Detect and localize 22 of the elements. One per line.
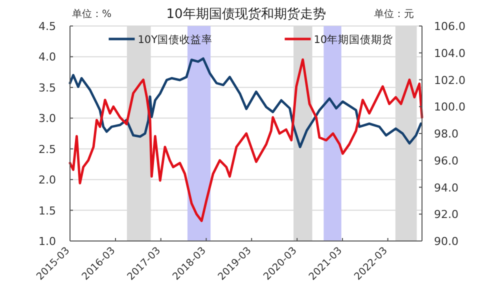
y2-tick-label: 96.0	[434, 154, 458, 168]
y-tick-label: 4.0	[38, 50, 56, 64]
y2-tick-label: 106.0	[434, 20, 466, 33]
y2-tick-label: 104.0	[434, 46, 466, 60]
y-tick-label: 3.0	[38, 112, 56, 126]
y-tick-label: 4.5	[38, 20, 56, 33]
y-tick-label: 2.0	[38, 174, 56, 187]
y-tick-label: 3.5	[38, 81, 56, 94]
legend-label: 10年期国债期货	[314, 34, 394, 46]
y2-tick-label: 98.0	[434, 128, 458, 140]
y2-tick-label: 90.0	[434, 235, 458, 248]
chart-title: 10年期国债现货和期货走势	[166, 7, 326, 22]
y2-tick-label: 94.0	[434, 181, 458, 194]
y-tick-label: 1.5	[38, 204, 56, 218]
y-tick-label: 2.5	[38, 142, 56, 156]
y2-tick-label: 92.0	[434, 208, 458, 222]
y2-tick-label: 100.0	[434, 100, 466, 114]
y-tick-label: 1.0	[38, 235, 56, 248]
legend-label: 10Y国债收益率	[138, 33, 212, 46]
y2-tick-label: 102.0	[434, 74, 466, 87]
y2-axis-title: 单位：元	[374, 8, 414, 20]
y-axis-title: 单位：%	[72, 8, 112, 20]
